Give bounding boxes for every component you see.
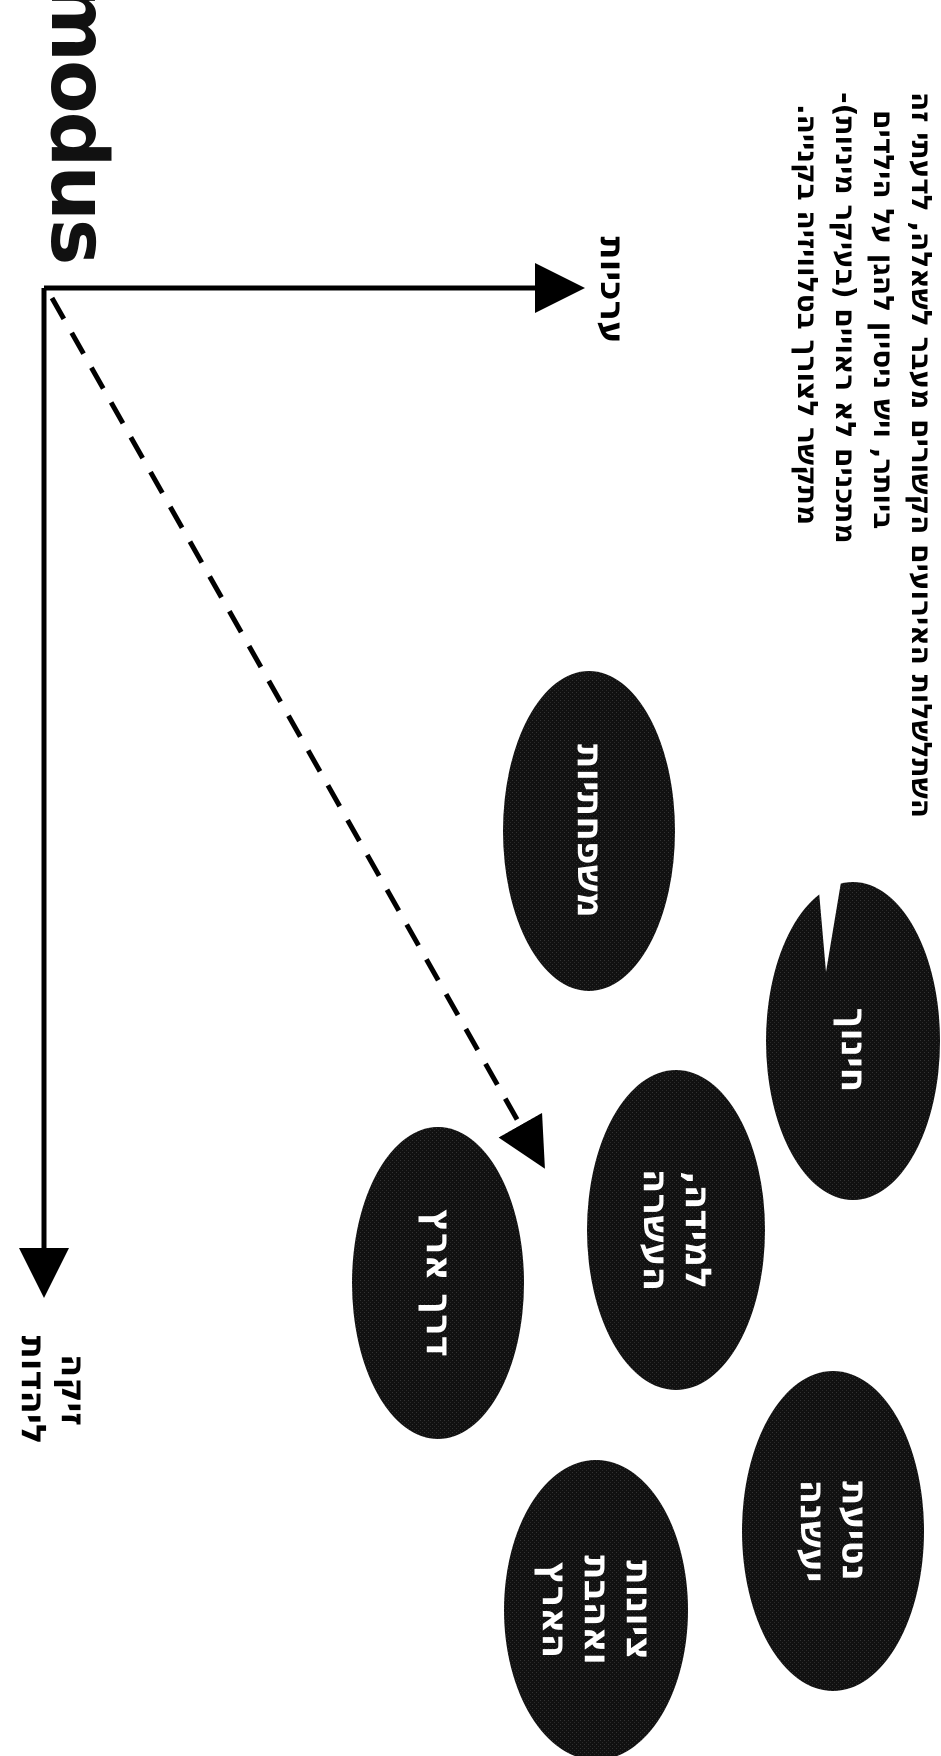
- note-line-1: השתלשלות האירועים הקשורים מעבר לשאלה, לד…: [905, 92, 938, 819]
- modus-logo: modus: [20, 0, 135, 263]
- ellipse-chinuch: [766, 876, 940, 1200]
- ellipse-tziyonut: [504, 1460, 688, 1756]
- ellipse-lemida: [587, 1070, 765, 1390]
- axis-label-bottom: זיקה ליהדות: [13, 1335, 93, 1445]
- label-tziyonut: ציונות ואהבת הארץ: [534, 1555, 659, 1665]
- ellipse-mishpachtiyut: [503, 671, 675, 991]
- note-line-4: מתקשר לצורך בטלוויזיה בקנייה.: [791, 104, 824, 526]
- note-line-2: ביותר, ויש ניסיון להגן על הילדים: [867, 110, 900, 530]
- ellipse-derech-eretz: [352, 1127, 524, 1439]
- label-mishpachtiyut: משפחתיות: [569, 744, 610, 918]
- label-lemida: למידה, העשרה: [635, 1168, 718, 1292]
- note-line-3: מתכנים לא ראויים (בעיקר מיניות)-: [829, 92, 862, 544]
- ellipse-tikva: [742, 1371, 924, 1691]
- label-tikva: נטיעת יעשנה: [792, 1479, 875, 1583]
- logo-text: modus: [32, 0, 123, 264]
- axis-label-top: ערכיות: [592, 236, 632, 344]
- dashed-diagonal-arrow: [49, 296, 545, 1169]
- label-derech-eretz: דרך ארץ: [418, 1209, 459, 1357]
- label-chinuch: חינוך: [833, 1007, 874, 1093]
